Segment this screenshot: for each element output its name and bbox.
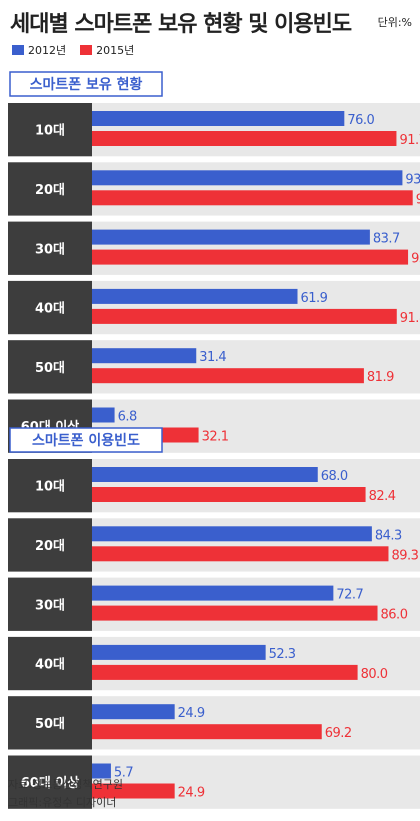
credit-text: 그래픽:유정수 디자이너 <box>8 796 117 809</box>
bar-2012 <box>92 229 370 245</box>
category-panel <box>8 459 92 513</box>
category-label: 50대 <box>35 361 65 376</box>
value-label-2015: 86.0 <box>381 608 408 623</box>
bar-2015 <box>92 308 397 324</box>
value-label-2012: 72.7 <box>336 588 363 603</box>
bar-2012 <box>92 704 175 720</box>
value-label-2015: 91.7 <box>399 133 420 148</box>
category-panel <box>8 162 92 216</box>
category-label: 20대 <box>35 183 65 198</box>
value-label-2015: 80.0 <box>361 667 388 682</box>
value-label-2015: 96.6 <box>416 192 420 207</box>
category-panel <box>8 221 92 275</box>
category-panel <box>8 696 92 750</box>
category-label: 60대 이상 <box>21 775 80 791</box>
bar-2012 <box>92 467 318 482</box>
bar-2012 <box>92 348 197 364</box>
value-label-2012: 83.7 <box>373 232 400 247</box>
category-label: 50대 <box>35 717 65 732</box>
category-label: 10대 <box>35 124 65 139</box>
value-label-2012: 68.0 <box>321 469 348 484</box>
source-text: 자료:정보통신정책연구원 <box>8 778 124 791</box>
bar-2015 <box>92 131 397 146</box>
bar-2015 <box>92 783 175 799</box>
bar-2012 <box>92 763 111 779</box>
category-panel <box>8 518 92 572</box>
legend-label-2015: 2015년 <box>96 44 135 57</box>
value-label-2015: 81.9 <box>367 370 394 385</box>
value-label-2015: 24.9 <box>178 786 205 801</box>
legend-swatch-2012 <box>12 45 24 55</box>
section-label-box-2 <box>9 427 163 453</box>
bar-2012 <box>92 526 372 542</box>
category-label: 40대 <box>35 302 65 317</box>
bar-2015 <box>92 249 409 265</box>
value-label-2012: 31.4 <box>199 350 226 365</box>
bar-2015 <box>92 605 378 621</box>
bar-2015 <box>92 724 322 740</box>
value-label-2012: 93.5 <box>405 172 420 187</box>
section-label-2: 스마트폰 이용빈도 <box>32 432 140 449</box>
category-panel <box>8 280 92 335</box>
unit-label: 단위:% <box>377 16 412 29</box>
value-label-2015: 91.8 <box>400 311 420 326</box>
category-label: 20대 <box>35 539 65 554</box>
value-label-2012: 52.3 <box>269 647 296 662</box>
value-label-2015: 32.1 <box>202 430 229 445</box>
footer: 자료:정보통신정책연구원 그래픽:유정수 디자이너 <box>8 776 123 812</box>
value-label-2012: 6.8 <box>118 410 137 425</box>
bar-2012 <box>92 585 334 601</box>
bar-2015 <box>92 368 364 384</box>
legend-label-2012: 2012년 <box>28 44 67 57</box>
legend-swatch-2015 <box>80 45 93 55</box>
category-panel <box>8 755 92 809</box>
value-label-2012: 76.0 <box>347 113 374 128</box>
bar-2012 <box>92 288 298 304</box>
bar-2015 <box>92 190 413 206</box>
legend: 2012년 2015년 <box>12 42 148 58</box>
bar-2015 <box>92 487 366 502</box>
chart-title: 세대별 스마트폰 보유 현황 및 이용빈도 <box>10 12 352 37</box>
value-label-2012: 61.9 <box>301 291 328 306</box>
legend-item-2015: 2015년 <box>80 42 134 58</box>
category-panel <box>8 340 92 394</box>
category-panel <box>8 577 92 631</box>
value-label-2015: 69.2 <box>325 726 352 741</box>
category-panel <box>8 103 92 157</box>
category-label: 40대 <box>35 658 65 673</box>
value-label-2012: 5.7 <box>114 766 133 781</box>
category-label: 10대 <box>35 480 65 495</box>
value-label-2015: 95.2 <box>411 252 420 267</box>
value-label-2015: 82.4 <box>369 489 396 504</box>
category-label: 30대 <box>35 242 65 257</box>
bar-2015 <box>92 664 358 680</box>
section-label-box-1 <box>9 71 163 97</box>
bar-2012 <box>92 644 266 660</box>
category-label: 30대 <box>35 598 65 613</box>
bar-2012 <box>92 407 115 423</box>
value-label-2015: 89.3 <box>391 548 418 563</box>
bar-2015 <box>92 546 389 562</box>
bar-2012 <box>92 111 345 126</box>
legend-item-2012: 2012년 <box>12 42 66 58</box>
value-label-2012: 24.9 <box>178 706 205 721</box>
bar-2012 <box>92 170 403 186</box>
value-label-2012: 84.3 <box>375 528 402 543</box>
section-label-1: 스마트폰 보유 현황 <box>30 76 143 93</box>
category-panel <box>8 636 92 691</box>
